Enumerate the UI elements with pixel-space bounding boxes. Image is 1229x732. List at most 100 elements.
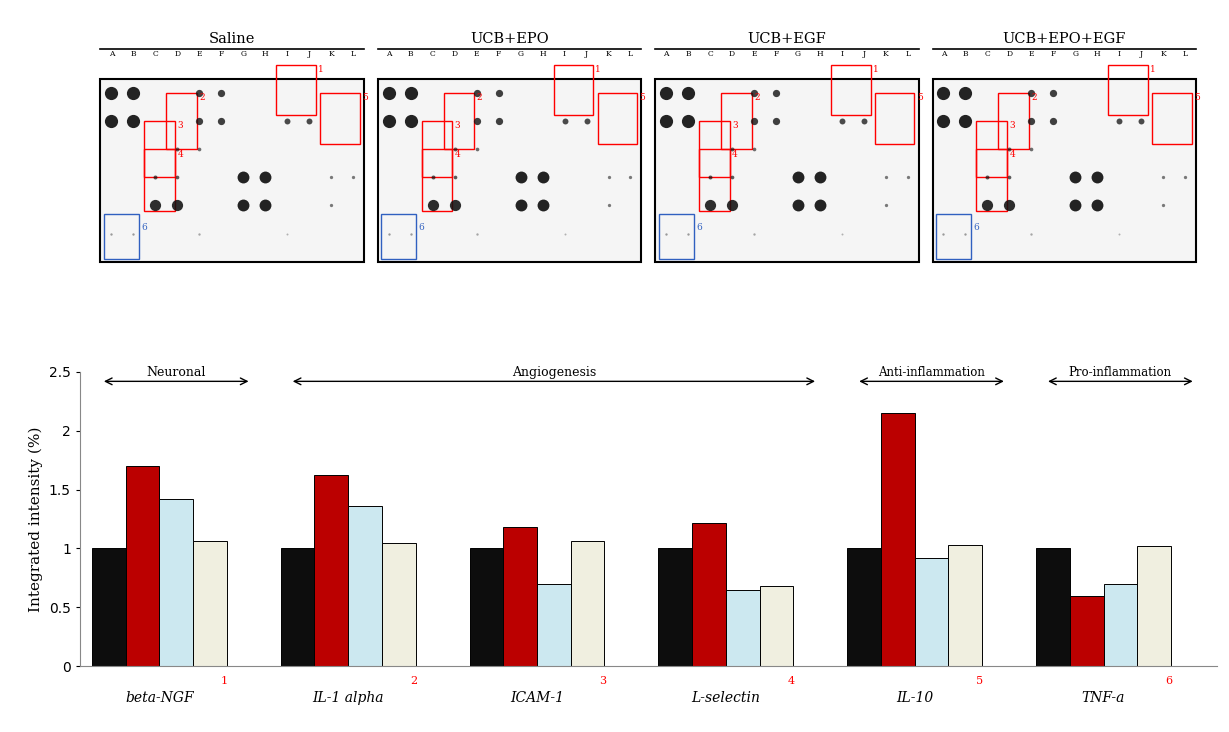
Text: L: L <box>350 50 355 58</box>
Text: Pro-inflammation: Pro-inflammation <box>1069 366 1172 379</box>
Text: K: K <box>1160 50 1166 58</box>
Text: J: J <box>863 50 865 58</box>
Text: IL-10: IL-10 <box>896 691 933 705</box>
Bar <box>881 413 914 666</box>
Bar <box>699 149 730 211</box>
Text: 1: 1 <box>1150 65 1156 74</box>
Text: G: G <box>240 50 246 58</box>
Text: 4: 4 <box>1009 149 1015 159</box>
Text: ICAM-1: ICAM-1 <box>510 691 564 705</box>
Bar <box>504 527 537 666</box>
Bar <box>570 542 605 666</box>
Text: L: L <box>628 50 633 58</box>
Y-axis label: Integrated intensity (%): Integrated intensity (%) <box>29 426 43 612</box>
Text: E: E <box>197 50 202 58</box>
Bar <box>101 79 364 261</box>
Bar <box>144 121 175 177</box>
Text: H: H <box>1094 50 1101 58</box>
Text: C: C <box>984 50 991 58</box>
Text: 2: 2 <box>409 676 417 687</box>
Bar <box>949 545 982 666</box>
Text: 5: 5 <box>917 94 923 102</box>
Bar <box>998 93 1029 149</box>
Text: F: F <box>773 50 779 58</box>
Bar <box>659 214 693 259</box>
Bar <box>875 93 914 143</box>
Text: H: H <box>262 50 268 58</box>
Text: K: K <box>328 50 334 58</box>
Text: D: D <box>1007 50 1013 58</box>
Text: 2: 2 <box>199 94 205 102</box>
Bar <box>699 121 730 177</box>
Text: 4: 4 <box>788 676 795 687</box>
Text: J: J <box>1139 50 1143 58</box>
Text: Angiogenesis: Angiogenesis <box>511 366 596 379</box>
Bar <box>422 149 452 211</box>
Text: UCB+EGF: UCB+EGF <box>747 32 826 46</box>
Bar <box>553 64 594 116</box>
Text: A: A <box>108 50 114 58</box>
Text: 3: 3 <box>177 122 183 130</box>
Bar <box>277 64 316 116</box>
Text: I: I <box>285 50 289 58</box>
Text: L: L <box>906 50 911 58</box>
Text: 5: 5 <box>976 676 983 687</box>
Bar <box>597 93 637 143</box>
Text: E: E <box>751 50 757 58</box>
Text: F: F <box>497 50 501 58</box>
Bar <box>936 214 971 259</box>
Bar <box>193 542 227 666</box>
Text: 1: 1 <box>318 65 323 74</box>
Bar <box>760 586 793 666</box>
Bar <box>315 476 348 666</box>
Text: C: C <box>430 50 435 58</box>
Text: 6: 6 <box>973 223 980 232</box>
Bar <box>144 149 175 211</box>
Text: IL-1 alpha: IL-1 alpha <box>312 691 383 705</box>
Text: 5: 5 <box>363 94 367 102</box>
Text: B: B <box>408 50 413 58</box>
Text: A: A <box>940 50 946 58</box>
Text: A: A <box>664 50 669 58</box>
Text: beta-NGF: beta-NGF <box>125 691 194 705</box>
Text: 4: 4 <box>177 149 183 159</box>
Text: 2: 2 <box>1031 94 1037 102</box>
Bar <box>320 93 360 143</box>
Text: 5: 5 <box>1195 94 1200 102</box>
Text: B: B <box>686 50 691 58</box>
Text: 6: 6 <box>419 223 424 232</box>
Text: C: C <box>152 50 159 58</box>
Bar <box>280 548 315 666</box>
Text: 6: 6 <box>141 223 147 232</box>
Text: 1: 1 <box>221 676 229 687</box>
Text: I: I <box>1118 50 1121 58</box>
Text: A: A <box>386 50 392 58</box>
Text: 4: 4 <box>732 149 737 159</box>
Bar <box>1137 546 1171 666</box>
Bar <box>659 548 692 666</box>
Text: 2: 2 <box>755 94 760 102</box>
Bar <box>977 149 1008 211</box>
Text: Neuronal: Neuronal <box>146 366 206 379</box>
Bar <box>1036 548 1069 666</box>
Text: B: B <box>962 50 968 58</box>
Bar <box>914 558 949 666</box>
Text: D: D <box>175 50 181 58</box>
Text: 1: 1 <box>873 65 879 74</box>
Text: 2: 2 <box>477 94 482 102</box>
Bar <box>655 79 919 261</box>
Bar <box>831 64 870 116</box>
Bar <box>92 548 125 666</box>
Text: D: D <box>451 50 457 58</box>
Text: 4: 4 <box>455 149 461 159</box>
Bar <box>1109 64 1148 116</box>
Text: G: G <box>795 50 801 58</box>
Bar <box>381 214 417 259</box>
Bar <box>422 121 452 177</box>
Text: G: G <box>517 50 524 58</box>
Text: 6: 6 <box>696 223 702 232</box>
Text: B: B <box>130 50 136 58</box>
Text: L: L <box>1182 50 1187 58</box>
Text: I: I <box>563 50 567 58</box>
Bar <box>721 93 752 149</box>
